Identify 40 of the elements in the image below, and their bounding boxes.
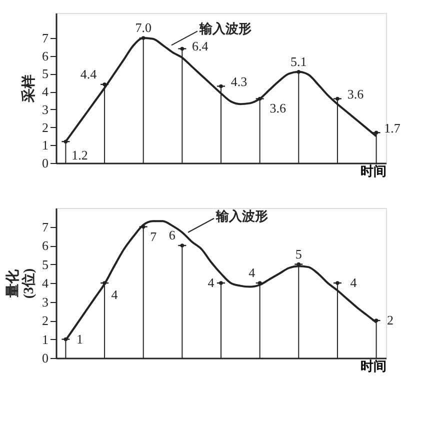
data-label: 6 <box>168 228 176 242</box>
y-axis-title: 量化 (3位) <box>5 268 37 299</box>
data-label: 5 <box>295 246 302 262</box>
data-label: 4 <box>248 265 256 280</box>
annotation: 输入波形 <box>215 208 268 224</box>
y-tick-label: 7 <box>42 30 49 46</box>
annotation: 输入波形 <box>198 21 252 36</box>
data-label: 4 <box>111 287 118 302</box>
data-label: 3.6 <box>347 86 364 102</box>
y-tick-label: 3 <box>42 294 48 310</box>
data-label: 5.1 <box>290 54 307 69</box>
data-label: 6.4 <box>192 38 209 54</box>
y-tick-label: 0 <box>42 156 48 170</box>
data-label: 4 <box>208 275 215 290</box>
data-label: 7.0 <box>135 20 152 35</box>
data-label: 3.6 <box>270 100 286 116</box>
y-tick-label: 4 <box>42 84 49 100</box>
data-label: 1 <box>76 331 83 346</box>
data-label: 7 <box>150 228 158 244</box>
data-label: 4 <box>350 275 358 290</box>
y-tick-label: 6 <box>42 238 49 253</box>
data-label: 1.7 <box>384 120 401 136</box>
y-tick-label: 3 <box>42 102 48 117</box>
data-label: 4.3 <box>230 74 248 90</box>
x-axis-title: 时间 <box>360 164 386 178</box>
y-axis-title: 采样 <box>21 74 37 104</box>
y-tick-label: 1 <box>42 138 48 153</box>
y-tick-label: 6 <box>42 48 49 64</box>
y-tick-label: 5 <box>42 66 48 82</box>
y-tick-label: 2 <box>42 120 48 135</box>
y-tick-label: 1 <box>42 332 48 347</box>
y-tick-label: 5 <box>42 256 48 272</box>
x-axis-title: 时间 <box>360 358 386 374</box>
data-label: 2 <box>387 312 394 328</box>
y-tick-label: 0 <box>42 350 48 366</box>
y-tick-label: 7 <box>42 219 49 234</box>
y-tick-label: 4 <box>42 276 49 290</box>
y-tick-label: 2 <box>42 313 48 328</box>
data-label: 4.4 <box>80 66 98 82</box>
data-label: 1.2 <box>72 148 88 163</box>
